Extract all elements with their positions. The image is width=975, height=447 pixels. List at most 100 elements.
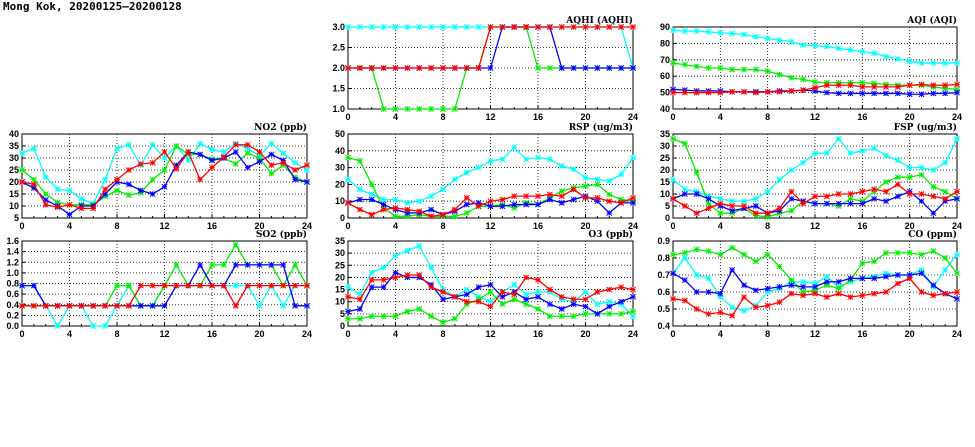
- data-point-blue: [232, 149, 239, 155]
- data-point-green: [776, 263, 783, 270]
- data-point-red: [392, 274, 399, 281]
- data-point-cyan: [800, 42, 807, 48]
- y-tick-label: 60: [660, 71, 670, 81]
- data-point-red: [30, 181, 37, 188]
- x-tick-label: 0: [19, 329, 24, 339]
- data-point-blue: [268, 261, 275, 268]
- data-point-red: [717, 309, 724, 316]
- data-point-red: [440, 65, 446, 71]
- y-tick-label: 0.8: [6, 279, 19, 289]
- data-point-blue: [618, 65, 625, 71]
- data-point-blue: [954, 195, 960, 202]
- data-point-red: [582, 296, 589, 303]
- data-point-blue: [859, 200, 866, 207]
- data-point-red: [618, 24, 625, 30]
- data-point-cyan: [717, 29, 724, 36]
- x-tick-label: 8: [440, 112, 445, 122]
- data-point-red: [883, 188, 889, 195]
- data-point-red: [894, 181, 901, 188]
- data-point-green: [404, 213, 411, 220]
- y-tick-label: 2.5: [332, 43, 345, 53]
- data-point-red: [149, 159, 156, 166]
- data-point-red: [54, 204, 61, 211]
- data-point-cyan: [906, 164, 913, 171]
- data-point-green: [906, 249, 913, 256]
- data-point-blue: [209, 157, 215, 164]
- data-point-blue: [606, 303, 613, 310]
- data-point-blue: [582, 65, 589, 71]
- data-point-cyan: [859, 147, 866, 154]
- y-tick-label: 0: [340, 213, 345, 223]
- data-point-green: [894, 249, 901, 256]
- data-point-blue: [741, 282, 747, 289]
- data-point-red: [752, 89, 759, 96]
- plot-frame: [672, 240, 958, 327]
- data-point-red: [416, 208, 423, 215]
- data-point-green: [546, 65, 553, 71]
- y-tick-label: 0.8: [657, 253, 670, 263]
- data-point-blue: [954, 295, 960, 302]
- data-point-cyan: [90, 323, 97, 329]
- data-point-green: [125, 192, 132, 199]
- x-tick-label: 20: [905, 221, 915, 231]
- data-point-cyan: [523, 156, 530, 163]
- data-point-cyan: [209, 146, 215, 153]
- data-point-cyan: [582, 174, 589, 181]
- x-tick-label: 4: [393, 112, 398, 122]
- data-point-blue: [812, 88, 818, 94]
- data-point-green: [705, 200, 712, 207]
- data-point-blue: [717, 290, 724, 297]
- data-point-blue: [487, 203, 494, 210]
- data-point-blue: [570, 301, 577, 308]
- data-point-red: [871, 186, 878, 193]
- data-point-red: [812, 193, 818, 200]
- data-point-red: [280, 282, 287, 289]
- panel-title: AQI (AQI): [906, 15, 957, 26]
- data-point-red: [511, 193, 518, 200]
- data-point-red: [788, 188, 795, 195]
- panel-title: O3 (ppb): [588, 229, 633, 240]
- data-point-green: [356, 315, 363, 322]
- data-point-red: [906, 275, 913, 282]
- data-point-cyan: [788, 38, 795, 45]
- data-point-blue: [149, 302, 156, 309]
- data-point-red: [883, 83, 889, 90]
- data-point-cyan: [883, 270, 889, 277]
- data-point-red: [209, 282, 215, 289]
- data-point-red: [670, 89, 676, 96]
- data-point-red: [416, 272, 423, 278]
- data-point-green: [670, 135, 676, 142]
- data-point-red: [681, 297, 688, 304]
- data-point-green: [788, 74, 795, 81]
- data-point-blue: [752, 203, 759, 209]
- data-point-blue: [883, 273, 889, 280]
- data-point-cyan: [717, 195, 724, 202]
- data-point-red: [606, 198, 613, 205]
- data-point-green: [54, 199, 61, 206]
- data-point-cyan: [451, 24, 458, 30]
- data-point-blue: [558, 65, 565, 71]
- data-point-red: [894, 83, 901, 90]
- data-point-cyan: [764, 289, 771, 295]
- data-point-red: [835, 191, 842, 197]
- data-point-cyan: [835, 135, 842, 142]
- data-point-red: [606, 286, 613, 293]
- x-tick-label: 20: [905, 329, 915, 339]
- x-tick-label: 24: [628, 112, 638, 122]
- x-tick-label: 16: [857, 112, 867, 122]
- data-point-green: [764, 251, 771, 258]
- data-point-green: [232, 161, 239, 167]
- data-point-green: [883, 179, 889, 185]
- data-point-red: [535, 193, 541, 200]
- data-point-green: [511, 296, 518, 303]
- data-point-green: [894, 174, 901, 181]
- data-point-cyan: [392, 252, 399, 259]
- data-point-red: [942, 290, 949, 297]
- x-tick-label: 20: [254, 221, 264, 231]
- data-point-green: [942, 255, 949, 261]
- data-point-red: [256, 149, 263, 155]
- data-point-red: [800, 200, 807, 207]
- data-point-blue: [918, 91, 925, 98]
- data-point-blue: [292, 176, 299, 183]
- x-tick-label: 24: [952, 329, 962, 339]
